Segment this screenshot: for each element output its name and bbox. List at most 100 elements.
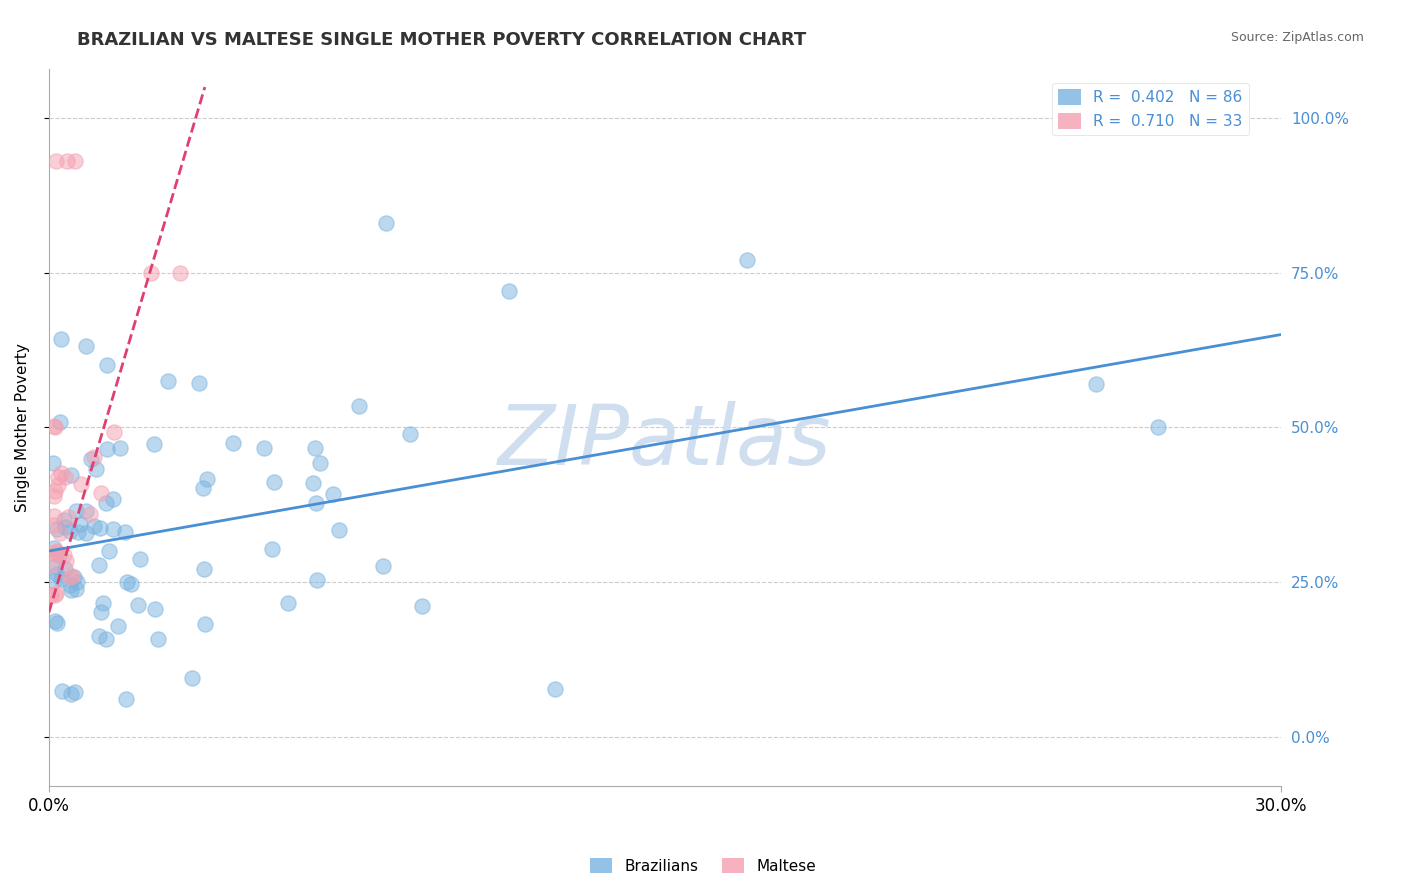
Point — [127, 598, 149, 612]
Point — [55, 554, 77, 568]
Point — [65, 154, 87, 169]
Point — [46, 478, 69, 492]
Point — [58, 510, 80, 524]
Point — [59, 578, 82, 592]
Point — [46, 615, 69, 630]
Point — [193, 617, 215, 632]
Point — [120, 577, 142, 591]
Point — [56, 154, 79, 169]
Point — [1147, 420, 1170, 434]
Point — [107, 618, 129, 632]
Point — [80, 451, 103, 466]
Point — [75, 504, 97, 518]
Point — [42, 541, 65, 556]
Point — [117, 574, 139, 589]
Point — [67, 525, 90, 540]
Point — [91, 596, 114, 610]
Point — [42, 518, 65, 533]
Point — [51, 572, 73, 586]
Point — [41, 558, 63, 572]
Point — [44, 615, 66, 629]
Point — [101, 492, 124, 507]
Point — [399, 426, 422, 441]
Point — [193, 562, 215, 576]
Point — [114, 524, 136, 539]
Point — [53, 520, 76, 534]
Point — [142, 437, 165, 451]
Point — [70, 477, 93, 491]
Point — [65, 582, 87, 596]
Point — [305, 496, 328, 510]
Point — [63, 569, 86, 583]
Point — [544, 681, 567, 696]
Point — [302, 475, 325, 490]
Point — [51, 332, 73, 346]
Point — [263, 475, 285, 490]
Point — [45, 154, 67, 169]
Point — [371, 559, 394, 574]
Point — [253, 441, 276, 455]
Point — [101, 522, 124, 536]
Point — [374, 216, 396, 230]
Point — [188, 376, 211, 391]
Point — [48, 548, 70, 562]
Point — [42, 418, 65, 433]
Point — [83, 450, 105, 464]
Point — [59, 524, 82, 538]
Point — [90, 605, 112, 619]
Point — [75, 526, 97, 541]
Point — [45, 545, 67, 559]
Text: Source: ZipAtlas.com: Source: ZipAtlas.com — [1230, 31, 1364, 45]
Point — [96, 358, 118, 372]
Point — [66, 574, 89, 589]
Point — [181, 671, 204, 685]
Point — [45, 522, 67, 536]
Point — [79, 507, 101, 521]
Point — [308, 456, 330, 470]
Point — [46, 470, 69, 484]
Point — [52, 548, 75, 562]
Point — [45, 566, 67, 581]
Point — [42, 574, 65, 589]
Point — [89, 558, 111, 573]
Point — [59, 570, 82, 584]
Point — [322, 487, 344, 501]
Point — [262, 542, 284, 557]
Point — [169, 266, 191, 280]
Point — [97, 543, 120, 558]
Point — [498, 284, 520, 298]
Point — [45, 586, 67, 600]
Point — [59, 468, 82, 483]
Point — [103, 425, 125, 439]
Point — [60, 688, 83, 702]
Point — [44, 588, 66, 602]
Point — [735, 253, 758, 268]
Point — [96, 442, 118, 456]
Point — [42, 457, 65, 471]
Point — [87, 629, 110, 643]
Point — [44, 420, 66, 434]
Point — [69, 517, 91, 532]
Point — [44, 484, 66, 499]
Point — [53, 513, 76, 527]
Point — [44, 509, 66, 524]
Point — [96, 632, 118, 646]
Point — [347, 399, 370, 413]
Point — [195, 472, 218, 486]
Point — [146, 632, 169, 646]
Legend: Brazilians, Maltese: Brazilians, Maltese — [583, 852, 823, 880]
Point — [277, 596, 299, 610]
Point — [129, 551, 152, 566]
Point — [89, 521, 111, 535]
Point — [48, 525, 70, 540]
Point — [304, 441, 326, 455]
Y-axis label: Single Mother Poverty: Single Mother Poverty — [15, 343, 30, 512]
Point — [45, 547, 67, 561]
Point — [141, 266, 163, 280]
Point — [145, 602, 167, 616]
Point — [110, 441, 132, 455]
Point — [45, 544, 67, 558]
Point — [60, 568, 83, 582]
Point — [222, 436, 245, 450]
Point — [411, 599, 433, 613]
